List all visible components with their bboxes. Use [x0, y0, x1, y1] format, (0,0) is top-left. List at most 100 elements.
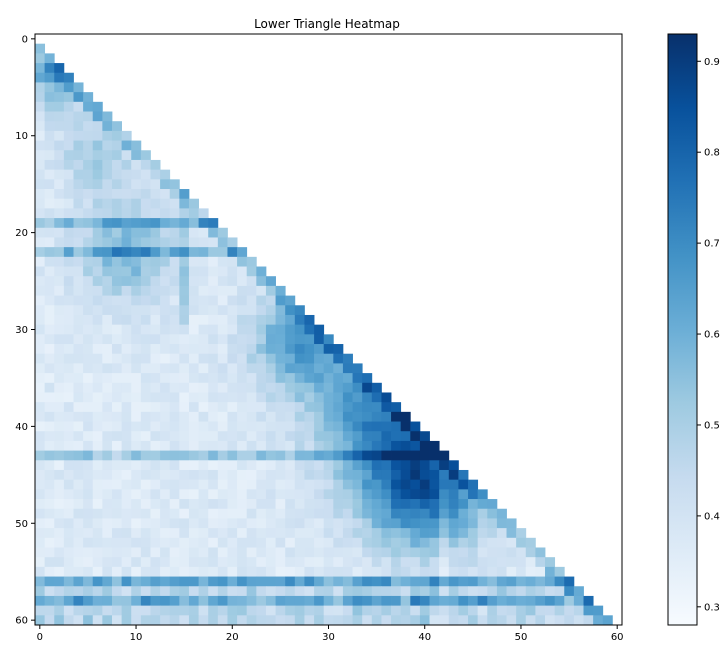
heatmap-cell — [371, 615, 382, 626]
heatmap-cell — [44, 111, 55, 122]
heatmap-cell — [198, 256, 209, 267]
heatmap-cell — [169, 605, 180, 616]
heatmap-cell — [381, 460, 392, 471]
heatmap-cell — [73, 82, 84, 93]
heatmap-cell — [169, 566, 180, 577]
heatmap-cell — [362, 615, 373, 626]
heatmap-cell — [121, 402, 132, 413]
heatmap-cell — [314, 402, 325, 413]
heatmap-cell — [131, 363, 142, 374]
heatmap-cell — [227, 382, 238, 393]
heatmap-cell — [54, 431, 65, 442]
heatmap-cell — [102, 489, 113, 500]
heatmap-cell — [111, 189, 122, 200]
heatmap-cell — [92, 247, 103, 258]
heatmap-cell — [323, 382, 334, 393]
heatmap-cell — [352, 460, 363, 471]
heatmap-cell — [111, 324, 122, 335]
heatmap-cell — [275, 537, 286, 548]
heatmap-cell — [63, 460, 74, 471]
heatmap-cell — [217, 237, 228, 248]
heatmap-cell — [275, 373, 286, 384]
heatmap-cell — [256, 324, 267, 335]
heatmap-cell — [275, 595, 286, 607]
heatmap-cell — [35, 295, 46, 306]
heatmap-cell — [381, 518, 392, 529]
heatmap-cell — [352, 450, 363, 461]
heatmap-cell — [362, 537, 373, 548]
heatmap-cell — [111, 547, 122, 558]
heatmap-cell — [217, 537, 228, 548]
heatmap-cell — [35, 314, 46, 326]
heatmap-cell — [140, 421, 151, 432]
heatmap-cell — [342, 450, 353, 461]
heatmap-cell — [179, 528, 190, 539]
heatmap-cell — [102, 314, 113, 326]
heatmap-cell — [150, 198, 161, 209]
heatmap-cell — [275, 402, 286, 413]
heatmap-cell — [83, 373, 94, 384]
heatmap-cell — [342, 566, 353, 577]
heatmap-cell — [275, 450, 286, 461]
heatmap-cell — [169, 508, 180, 519]
heatmap-cell — [102, 460, 113, 471]
heatmap-cell — [140, 353, 151, 364]
heatmap-cell — [439, 576, 450, 587]
heatmap-cell — [44, 392, 55, 403]
heatmap-cell — [54, 266, 65, 277]
heatmap-cell — [208, 314, 219, 326]
heatmap-cell — [246, 431, 257, 442]
heatmap-cell — [333, 489, 344, 500]
heatmap-cell — [410, 431, 421, 442]
heatmap-cell — [227, 276, 238, 287]
heatmap-cell — [381, 499, 392, 510]
heatmap-cell — [256, 295, 267, 306]
colorbar-tick-label: 0.9 — [704, 57, 720, 68]
heatmap-cell — [102, 382, 113, 393]
heatmap-cell — [121, 363, 132, 374]
heatmap-cell — [256, 382, 267, 393]
heatmap-cell — [285, 595, 296, 607]
heatmap-cell — [227, 411, 238, 422]
heatmap-cell — [333, 537, 344, 548]
heatmap-cell — [265, 489, 276, 500]
y-tick-label: 40 — [15, 422, 28, 433]
heatmap-cell — [83, 198, 94, 209]
heatmap-cell — [314, 440, 325, 452]
heatmap-cell — [237, 469, 248, 481]
heatmap-cell — [237, 276, 248, 287]
heatmap-cell — [150, 411, 161, 422]
heatmap-cell — [477, 586, 488, 597]
heatmap-cell — [63, 605, 74, 616]
heatmap-cell — [63, 595, 74, 607]
heatmap-cell — [54, 402, 65, 413]
heatmap-cell — [102, 121, 113, 132]
heatmap-cell — [227, 595, 238, 607]
heatmap-cell — [342, 595, 353, 607]
heatmap-cell — [188, 276, 199, 287]
heatmap-cell — [44, 537, 55, 548]
heatmap-cell — [246, 373, 257, 384]
heatmap-cell — [237, 595, 248, 607]
heatmap-cell — [188, 237, 199, 248]
heatmap-cell — [188, 557, 199, 568]
heatmap-cell — [150, 266, 161, 277]
heatmap-cell — [400, 518, 411, 529]
heatmap-cell — [92, 237, 103, 248]
heatmap-cell — [400, 566, 411, 577]
heatmap-cell — [73, 566, 84, 577]
heatmap-cell — [111, 518, 122, 529]
heatmap-cell — [525, 576, 536, 587]
heatmap-cell — [131, 460, 142, 471]
heatmap-cell — [323, 489, 334, 500]
heatmap-cell — [140, 431, 151, 442]
heatmap-cell — [256, 314, 267, 326]
heatmap-cell — [391, 537, 402, 548]
heatmap-cell — [256, 508, 267, 519]
heatmap-cell — [487, 615, 498, 626]
heatmap-cell — [131, 324, 142, 335]
heatmap-cell — [160, 605, 171, 616]
heatmap-cell — [169, 615, 180, 626]
heatmap-cell — [150, 547, 161, 558]
heatmap-cell — [102, 586, 113, 597]
